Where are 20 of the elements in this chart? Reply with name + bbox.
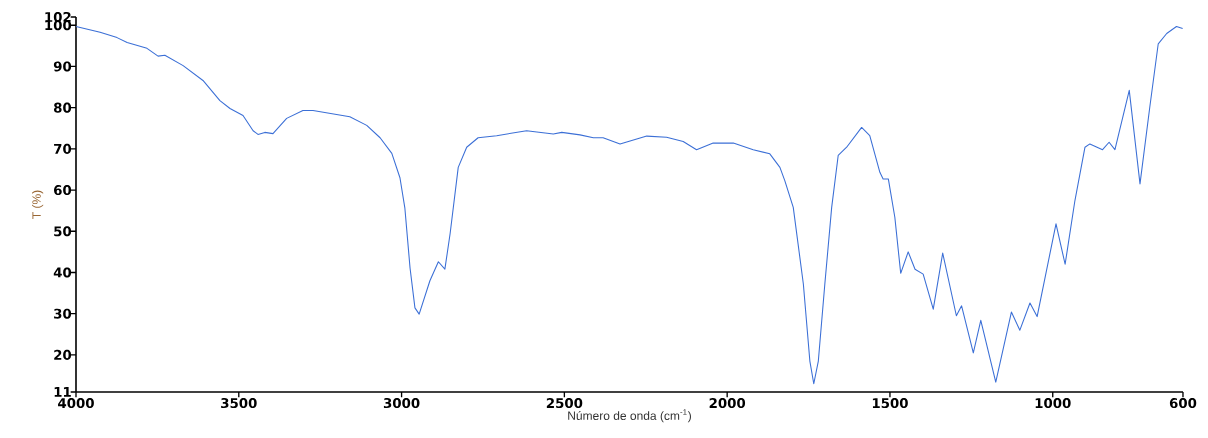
y-tick-label: 80 (53, 102, 72, 113)
x-tick-label: 1000 (1035, 398, 1071, 409)
line-series (75, 25, 1184, 385)
y-tick-label: 30 (54, 308, 72, 319)
x-tick-label: 2500 (546, 398, 583, 409)
y-tick-label: 70 (54, 143, 72, 154)
y-tick-label: 60 (54, 185, 72, 196)
y-tick-label: 20 (54, 349, 72, 360)
x-tick-label: 3000 (383, 398, 420, 409)
x-tick-label: 600 (1169, 398, 1197, 409)
x-tick-label: 1500 (872, 398, 908, 409)
x-tick-label: 3500 (221, 398, 257, 409)
y-tick-label: 50 (54, 226, 72, 237)
x-tick-label: 2000 (709, 398, 746, 409)
y-tick-label: 11 (54, 387, 71, 397)
x-axis-title: Número de onda (cm$^{-1}$) (568, 409, 691, 423)
x-tick-label: 4000 (58, 398, 94, 409)
y-tick-label: 40 (53, 267, 72, 278)
y-axis-title: T (%) (32, 190, 44, 219)
y-tick-label: 90 (53, 61, 72, 72)
